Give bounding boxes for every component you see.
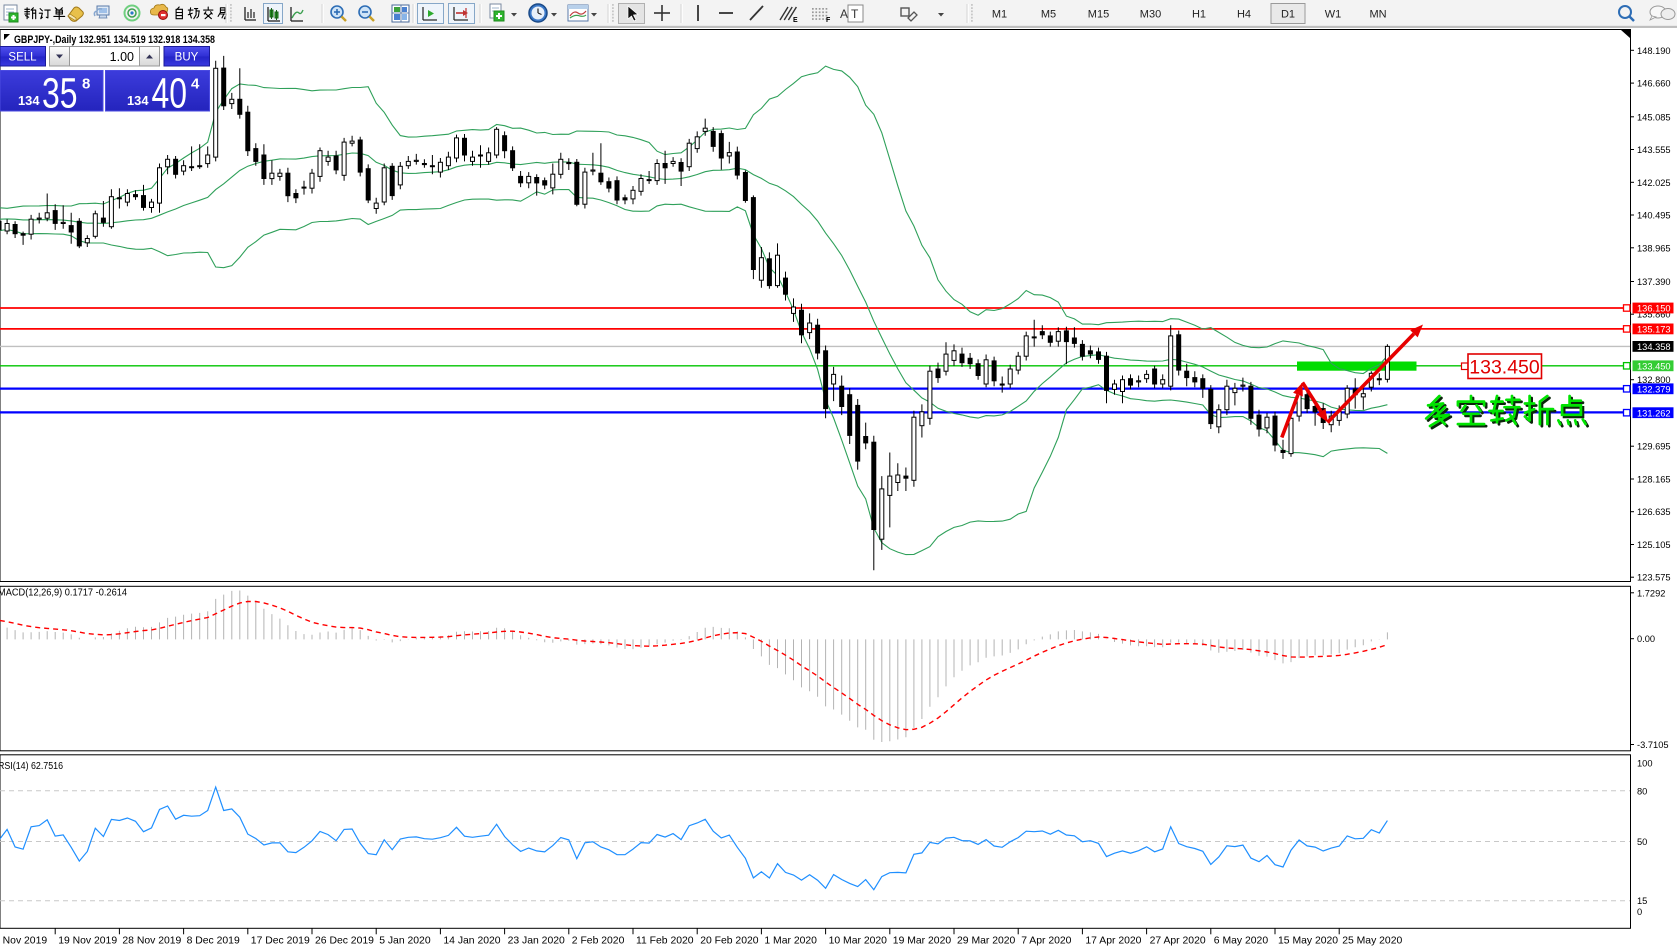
svg-text:-3.7105: -3.7105 xyxy=(1637,740,1669,750)
svg-text:135.173: 135.173 xyxy=(1637,325,1671,335)
svg-text:40: 40 xyxy=(152,70,188,118)
svg-text:50: 50 xyxy=(1637,837,1647,847)
svg-text:8 Dec 2019: 8 Dec 2019 xyxy=(187,936,240,947)
svg-text:140.495: 140.495 xyxy=(1637,211,1671,221)
svg-text:123.575: 123.575 xyxy=(1637,573,1671,583)
svg-text:125.105: 125.105 xyxy=(1637,540,1671,550)
svg-text:145.085: 145.085 xyxy=(1637,112,1671,122)
svg-text:10 Mar 2020: 10 Mar 2020 xyxy=(829,936,888,947)
svg-text:131.262: 131.262 xyxy=(1637,408,1671,418)
svg-text:126.635: 126.635 xyxy=(1637,507,1671,517)
svg-text:148.190: 148.190 xyxy=(1637,46,1671,56)
svg-text:138.965: 138.965 xyxy=(1637,243,1671,253)
svg-text:M5: M5 xyxy=(1041,9,1056,21)
svg-text:133.450: 133.450 xyxy=(1637,361,1671,371)
svg-text:134.358: 134.358 xyxy=(1637,342,1671,352)
svg-text:1 Mar 2020: 1 Mar 2020 xyxy=(764,936,817,947)
svg-text:15: 15 xyxy=(1637,896,1647,906)
svg-text:MACD(12,26,9) 0.1717 -0.2614: MACD(12,26,9) 0.1717 -0.2614 xyxy=(0,588,127,599)
svg-text:1.00: 1.00 xyxy=(110,50,134,64)
svg-text:17 Apr 2020: 17 Apr 2020 xyxy=(1085,936,1141,947)
svg-text:134: 134 xyxy=(18,93,40,108)
svg-text:134: 134 xyxy=(127,93,149,108)
svg-text:2 Feb 2020: 2 Feb 2020 xyxy=(572,936,625,947)
svg-text:E: E xyxy=(793,17,798,24)
svg-text:8: 8 xyxy=(82,76,90,93)
svg-text:19 Nov 2019: 19 Nov 2019 xyxy=(58,936,117,947)
svg-text:SELL: SELL xyxy=(8,52,37,64)
svg-text:9 Nov 2019: 9 Nov 2019 xyxy=(0,936,47,947)
svg-text:132.800: 132.800 xyxy=(1637,375,1671,385)
svg-text:28 Nov 2019: 28 Nov 2019 xyxy=(122,936,181,947)
svg-text:D1: D1 xyxy=(1281,9,1295,21)
svg-text:19 Mar 2020: 19 Mar 2020 xyxy=(893,936,952,947)
svg-text:129.695: 129.695 xyxy=(1637,442,1671,452)
svg-text:T: T xyxy=(851,7,859,21)
svg-text:H1: H1 xyxy=(1192,9,1206,21)
svg-text:27 Apr 2020: 27 Apr 2020 xyxy=(1150,936,1206,947)
svg-text:M1: M1 xyxy=(992,9,1007,21)
svg-text:26 Dec 2019: 26 Dec 2019 xyxy=(315,936,374,947)
svg-text:5 Jan 2020: 5 Jan 2020 xyxy=(379,936,431,947)
svg-text:BUY: BUY xyxy=(175,52,199,64)
svg-text:6 May 2020: 6 May 2020 xyxy=(1214,936,1269,947)
svg-text:132.379: 132.379 xyxy=(1637,384,1671,394)
svg-text:135.860: 135.860 xyxy=(1637,310,1671,320)
svg-text:H4: H4 xyxy=(1237,9,1251,21)
svg-text:143.555: 143.555 xyxy=(1637,145,1671,155)
svg-text:133.450: 133.450 xyxy=(1469,357,1540,379)
svg-text:14 Jan 2020: 14 Jan 2020 xyxy=(443,936,500,947)
svg-text:GBPJPY-,Daily 132.951 134.519: GBPJPY-,Daily 132.951 134.519 132.918 13… xyxy=(14,34,215,46)
svg-text:0.00: 0.00 xyxy=(1637,634,1655,644)
svg-text:23 Jan 2020: 23 Jan 2020 xyxy=(508,936,565,947)
svg-text:80: 80 xyxy=(1637,787,1647,797)
svg-text:RSI(14) 62.7516: RSI(14) 62.7516 xyxy=(0,761,63,772)
svg-text:0: 0 xyxy=(1637,907,1642,917)
svg-text:M30: M30 xyxy=(1140,9,1161,21)
svg-text:M15: M15 xyxy=(1088,9,1109,21)
svg-text:11 Feb 2020: 11 Feb 2020 xyxy=(636,936,694,947)
svg-text:29 Mar 2020: 29 Mar 2020 xyxy=(957,936,1016,947)
svg-text:7 Apr 2020: 7 Apr 2020 xyxy=(1021,936,1071,947)
svg-text:35: 35 xyxy=(42,70,78,118)
svg-text:1.7292: 1.7292 xyxy=(1637,588,1665,598)
svg-text:A: A xyxy=(840,7,848,21)
svg-text:4: 4 xyxy=(191,76,200,93)
svg-text:136.150: 136.150 xyxy=(1637,304,1671,314)
svg-text:15 May 2020: 15 May 2020 xyxy=(1278,936,1338,947)
svg-text:MN: MN xyxy=(1369,9,1386,21)
svg-text:25 May 2020: 25 May 2020 xyxy=(1342,936,1402,947)
svg-text:17 Dec 2019: 17 Dec 2019 xyxy=(251,936,310,947)
svg-text:142.025: 142.025 xyxy=(1637,178,1671,188)
svg-text:F: F xyxy=(826,17,831,24)
svg-text:128.165: 128.165 xyxy=(1637,475,1671,485)
svg-text:100: 100 xyxy=(1637,759,1653,769)
svg-text:137.390: 137.390 xyxy=(1637,277,1671,287)
svg-text:20 Feb 2020: 20 Feb 2020 xyxy=(700,936,759,947)
svg-text:W1: W1 xyxy=(1325,9,1342,21)
svg-text:146.660: 146.660 xyxy=(1637,79,1671,89)
